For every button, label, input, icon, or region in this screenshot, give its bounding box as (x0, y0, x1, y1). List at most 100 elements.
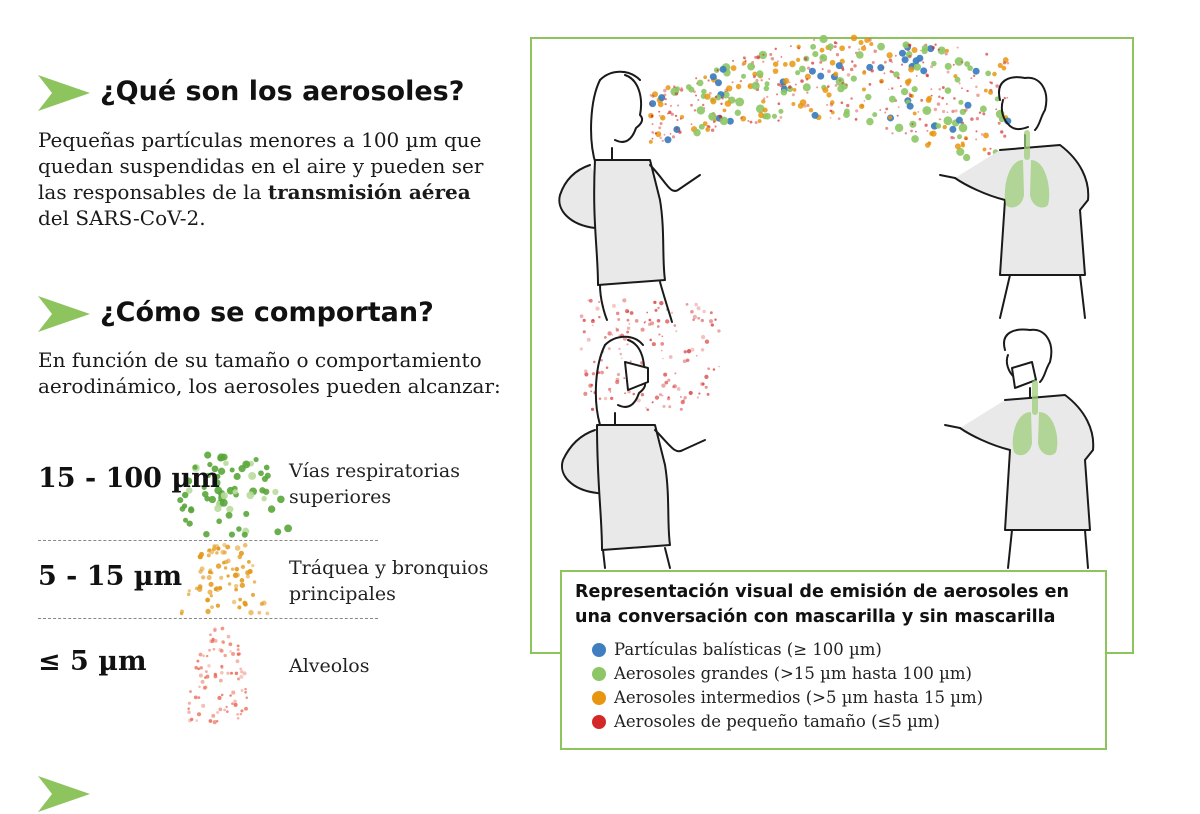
particle-dot (209, 594, 213, 598)
aerosol-particle (678, 130, 682, 134)
aerosol-particle (672, 384, 677, 389)
particle-cluster-large (177, 451, 293, 538)
aerosol-particle (821, 68, 824, 71)
aerosol-particle (659, 136, 663, 140)
aerosol-particle (721, 96, 724, 100)
aerosol-particle (806, 91, 809, 94)
aerosol-particle (908, 93, 913, 98)
aerosol-particle (964, 137, 968, 141)
aerosol-particle (979, 105, 987, 113)
aerosol-particle (838, 78, 842, 82)
aerosol-particle (894, 123, 904, 133)
particle-dot (244, 690, 247, 694)
aerosol-particle (926, 129, 929, 132)
aerosol-particle (990, 81, 993, 85)
aerosol-particle (942, 124, 947, 130)
aerosol-particle (958, 82, 961, 85)
aerosol-particle (958, 99, 964, 105)
aerosol-particle (761, 99, 766, 104)
aerosol-particle (837, 117, 841, 121)
aerosol-particle (922, 61, 925, 64)
aerosol-particle (610, 396, 614, 401)
particle-dot (242, 542, 248, 548)
particle-dot (193, 695, 198, 700)
aerosol-particle (722, 90, 730, 99)
aerosol-particle (933, 107, 938, 112)
aerosol-particle (946, 70, 950, 74)
aerosol-particle (956, 147, 965, 156)
particle-dot (212, 720, 217, 725)
aerosol-particle (682, 359, 687, 364)
aerosol-particle (663, 372, 668, 377)
particle-cluster-small (187, 626, 248, 725)
aerosol-particle (908, 66, 915, 73)
aerosol-particle (673, 324, 677, 327)
particle-dot (229, 694, 232, 697)
particle-dot (234, 566, 240, 572)
aerosol-particle (849, 67, 854, 72)
aerosol-particle (934, 43, 937, 46)
aerosol-particle (703, 75, 708, 80)
aerosol-particle (658, 110, 661, 113)
particle-dot (238, 550, 244, 556)
aerosol-particle (988, 89, 994, 95)
aerosol-particle (863, 44, 866, 47)
particle-dot (198, 685, 201, 689)
aerosol-particle (755, 78, 759, 83)
aerosol-particle (683, 396, 687, 400)
arrow-icon (38, 296, 90, 332)
aerosol-particle (590, 383, 594, 387)
aerosol-particle (654, 132, 657, 135)
aerosol-particle (960, 60, 964, 64)
aerosol-particle (894, 54, 897, 57)
aerosol-particle (926, 74, 929, 78)
aerosol-particle (868, 83, 872, 86)
woman-masked-figure (561, 335, 706, 569)
aerosol-particle (749, 120, 753, 124)
particle-dot (228, 531, 236, 538)
aerosol-particle (802, 83, 811, 92)
aerosol-particle (956, 134, 963, 140)
aerosol-particle (917, 110, 920, 113)
aerosol-particle (911, 123, 914, 125)
aerosol-particle (657, 325, 660, 328)
aerosol-particle (706, 392, 710, 396)
lungs-top-icon (1004, 130, 1050, 208)
aerosol-particle (754, 121, 758, 125)
aerosol-particle (945, 48, 950, 53)
aerosol-particle (900, 63, 904, 66)
aerosol-particle (938, 118, 941, 121)
aerosol-particle (945, 103, 948, 106)
aerosol-particle (658, 114, 661, 117)
particle-dot (196, 659, 200, 663)
aerosol-particle (582, 330, 586, 334)
aerosol-particle (931, 60, 937, 67)
particle-dot (239, 669, 244, 674)
aerosol-particle (660, 349, 663, 352)
aerosol-particle (754, 55, 758, 59)
aerosol-particle (661, 383, 666, 388)
particle-dot (194, 666, 198, 670)
aerosol-particle (724, 88, 728, 93)
aerosol-particle (953, 97, 956, 100)
aerosol-particle (840, 101, 844, 105)
particle-dot (213, 672, 217, 677)
aerosol-particle (668, 405, 672, 409)
aerosol-particle (688, 390, 693, 395)
aerosol-particle (660, 115, 666, 121)
particle-dot (230, 671, 233, 675)
aerosol-particle (696, 106, 706, 115)
aerosol-particle (941, 109, 946, 114)
aerosol-particle (620, 357, 623, 360)
aerosol-particle (701, 88, 707, 95)
aerosol-particle (605, 366, 609, 369)
aerosol-particle (648, 318, 652, 322)
aerosol-particle (964, 61, 971, 67)
aerosol-particle (683, 350, 687, 354)
aerosol-particle (845, 83, 848, 86)
aerosol-particle (774, 47, 777, 51)
aerosol-particle (866, 117, 874, 126)
particle-dot (233, 583, 239, 589)
aerosol-particle (611, 333, 614, 336)
particle-dot (233, 699, 237, 704)
